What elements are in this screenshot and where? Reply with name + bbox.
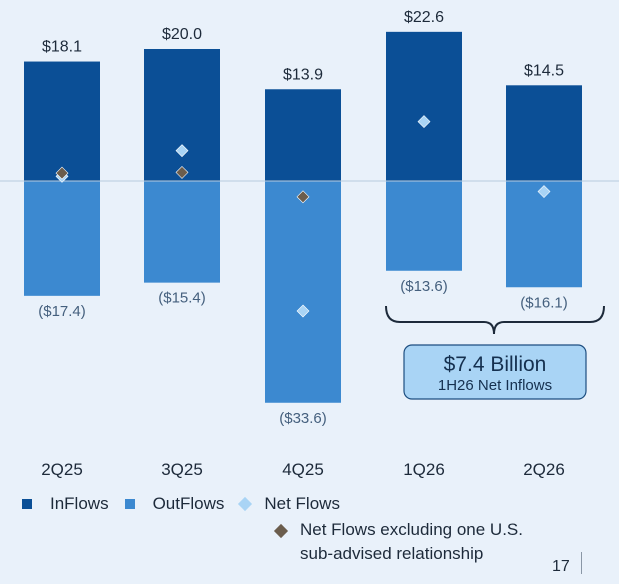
- inflow-label-4q25: $13.9: [283, 66, 323, 83]
- legend-net-flows-ex-label-2: sub-advised relationship: [300, 544, 484, 563]
- category-label-2q25: 2Q25: [41, 460, 83, 479]
- net-flow-marker-1q26: [417, 115, 431, 129]
- annotation-box: [403, 344, 587, 400]
- net-flow-marker-2q26: [537, 185, 551, 198]
- inflow-label-2q25: $18.1: [42, 39, 82, 56]
- legend-net-flows-ex: Net Flows excluding one U.S. sub-advised…: [273, 520, 523, 564]
- legend-inflows: InFlows: [22, 494, 109, 514]
- legend-outflows-label: OutFlows: [152, 494, 225, 513]
- inflow-bar-2q26: [506, 85, 582, 181]
- page-separator: [581, 552, 582, 574]
- outflow-bar-4q25: [265, 181, 341, 403]
- net-flow-marker-4q25: [296, 304, 310, 318]
- outflow-label-1q26: ($13.6): [400, 278, 448, 295]
- outflow-label-2q25: ($17.4): [38, 303, 86, 320]
- net-flow-ex-marker-2q25: [55, 166, 69, 180]
- inflows-swatch: [22, 499, 32, 509]
- inflow-label-2q26: $14.5: [524, 62, 564, 79]
- inflow-label-1q26: $22.6: [404, 9, 444, 26]
- legend-net-flows: Net Flows: [238, 494, 340, 514]
- outflows-swatch: [124, 499, 135, 509]
- inflow-bar-4q25: [265, 89, 341, 181]
- category-label-2q26: 2Q26: [523, 460, 565, 479]
- outflow-bar-3q25: [144, 181, 220, 283]
- inflow-bar-2q25: [24, 61, 100, 181]
- legend-net-flows-label: Net Flows: [264, 494, 340, 513]
- chart-legend: InFlows OutFlows Net Flows Net Flows exc…: [22, 494, 539, 564]
- legend-outflows: OutFlows: [124, 494, 225, 514]
- category-label-4q25: 4Q25: [282, 460, 324, 479]
- period-bracket: [385, 305, 605, 335]
- net-flows-ex-swatch: [273, 523, 289, 539]
- page-number: 17: [552, 558, 570, 575]
- category-label-3q25: 3Q25: [161, 460, 203, 479]
- outflow-bar-1q26: [386, 181, 462, 271]
- outflow-label-4q25: ($33.6): [279, 410, 327, 427]
- category-label-1q26: 1Q26: [403, 460, 445, 479]
- net-flow-marker-3q25: [175, 144, 189, 158]
- net-flow-ex-marker-4q25: [296, 190, 310, 204]
- annotation-title: $7.4 Billion: [444, 353, 547, 376]
- inflow-bar-3q25: [144, 49, 220, 181]
- outflow-label-2q26: ($16.1): [520, 294, 568, 311]
- annotation-subtitle: 1H26 Net Inflows: [438, 377, 552, 394]
- outflow-bar-2q25: [24, 181, 100, 296]
- inflow-label-3q25: $20.0: [162, 26, 202, 43]
- net-flow-ex-marker-3q25: [175, 165, 189, 179]
- outflow-bar-2q26: [506, 181, 582, 288]
- legend-inflows-label: InFlows: [50, 494, 109, 513]
- legend-net-flows-ex-label-1: Net Flows excluding one U.S.: [300, 520, 523, 539]
- outflow-label-3q25: ($15.4): [158, 290, 206, 307]
- inflow-bar-1q26: [386, 31, 462, 182]
- net-flows-swatch: [238, 496, 253, 512]
